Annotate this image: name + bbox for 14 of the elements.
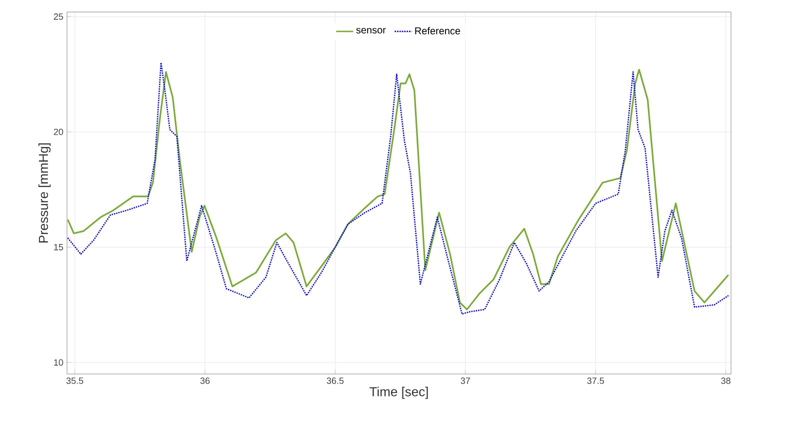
x-tick-label: 36	[200, 378, 210, 384]
x-tick-label: 37	[460, 378, 470, 384]
y-tick-label: 15	[54, 244, 64, 250]
x-tick-label: 35.5	[66, 378, 84, 384]
legend-label: sensor	[356, 28, 386, 34]
y-axis-title: Pressure [mmHg]	[38, 143, 51, 242]
x-tick-label: 37.5	[587, 378, 604, 384]
y-tick-label: 20	[54, 128, 64, 136]
y-tick-label: 10	[54, 359, 64, 366]
x-tick-label: 36.5	[326, 378, 344, 384]
y-tick-label: 25	[54, 13, 64, 20]
x-axis-title: Time [sec]	[370, 386, 428, 399]
x-tick-label: 38	[721, 378, 730, 384]
legend-label: Reference	[415, 27, 460, 34]
